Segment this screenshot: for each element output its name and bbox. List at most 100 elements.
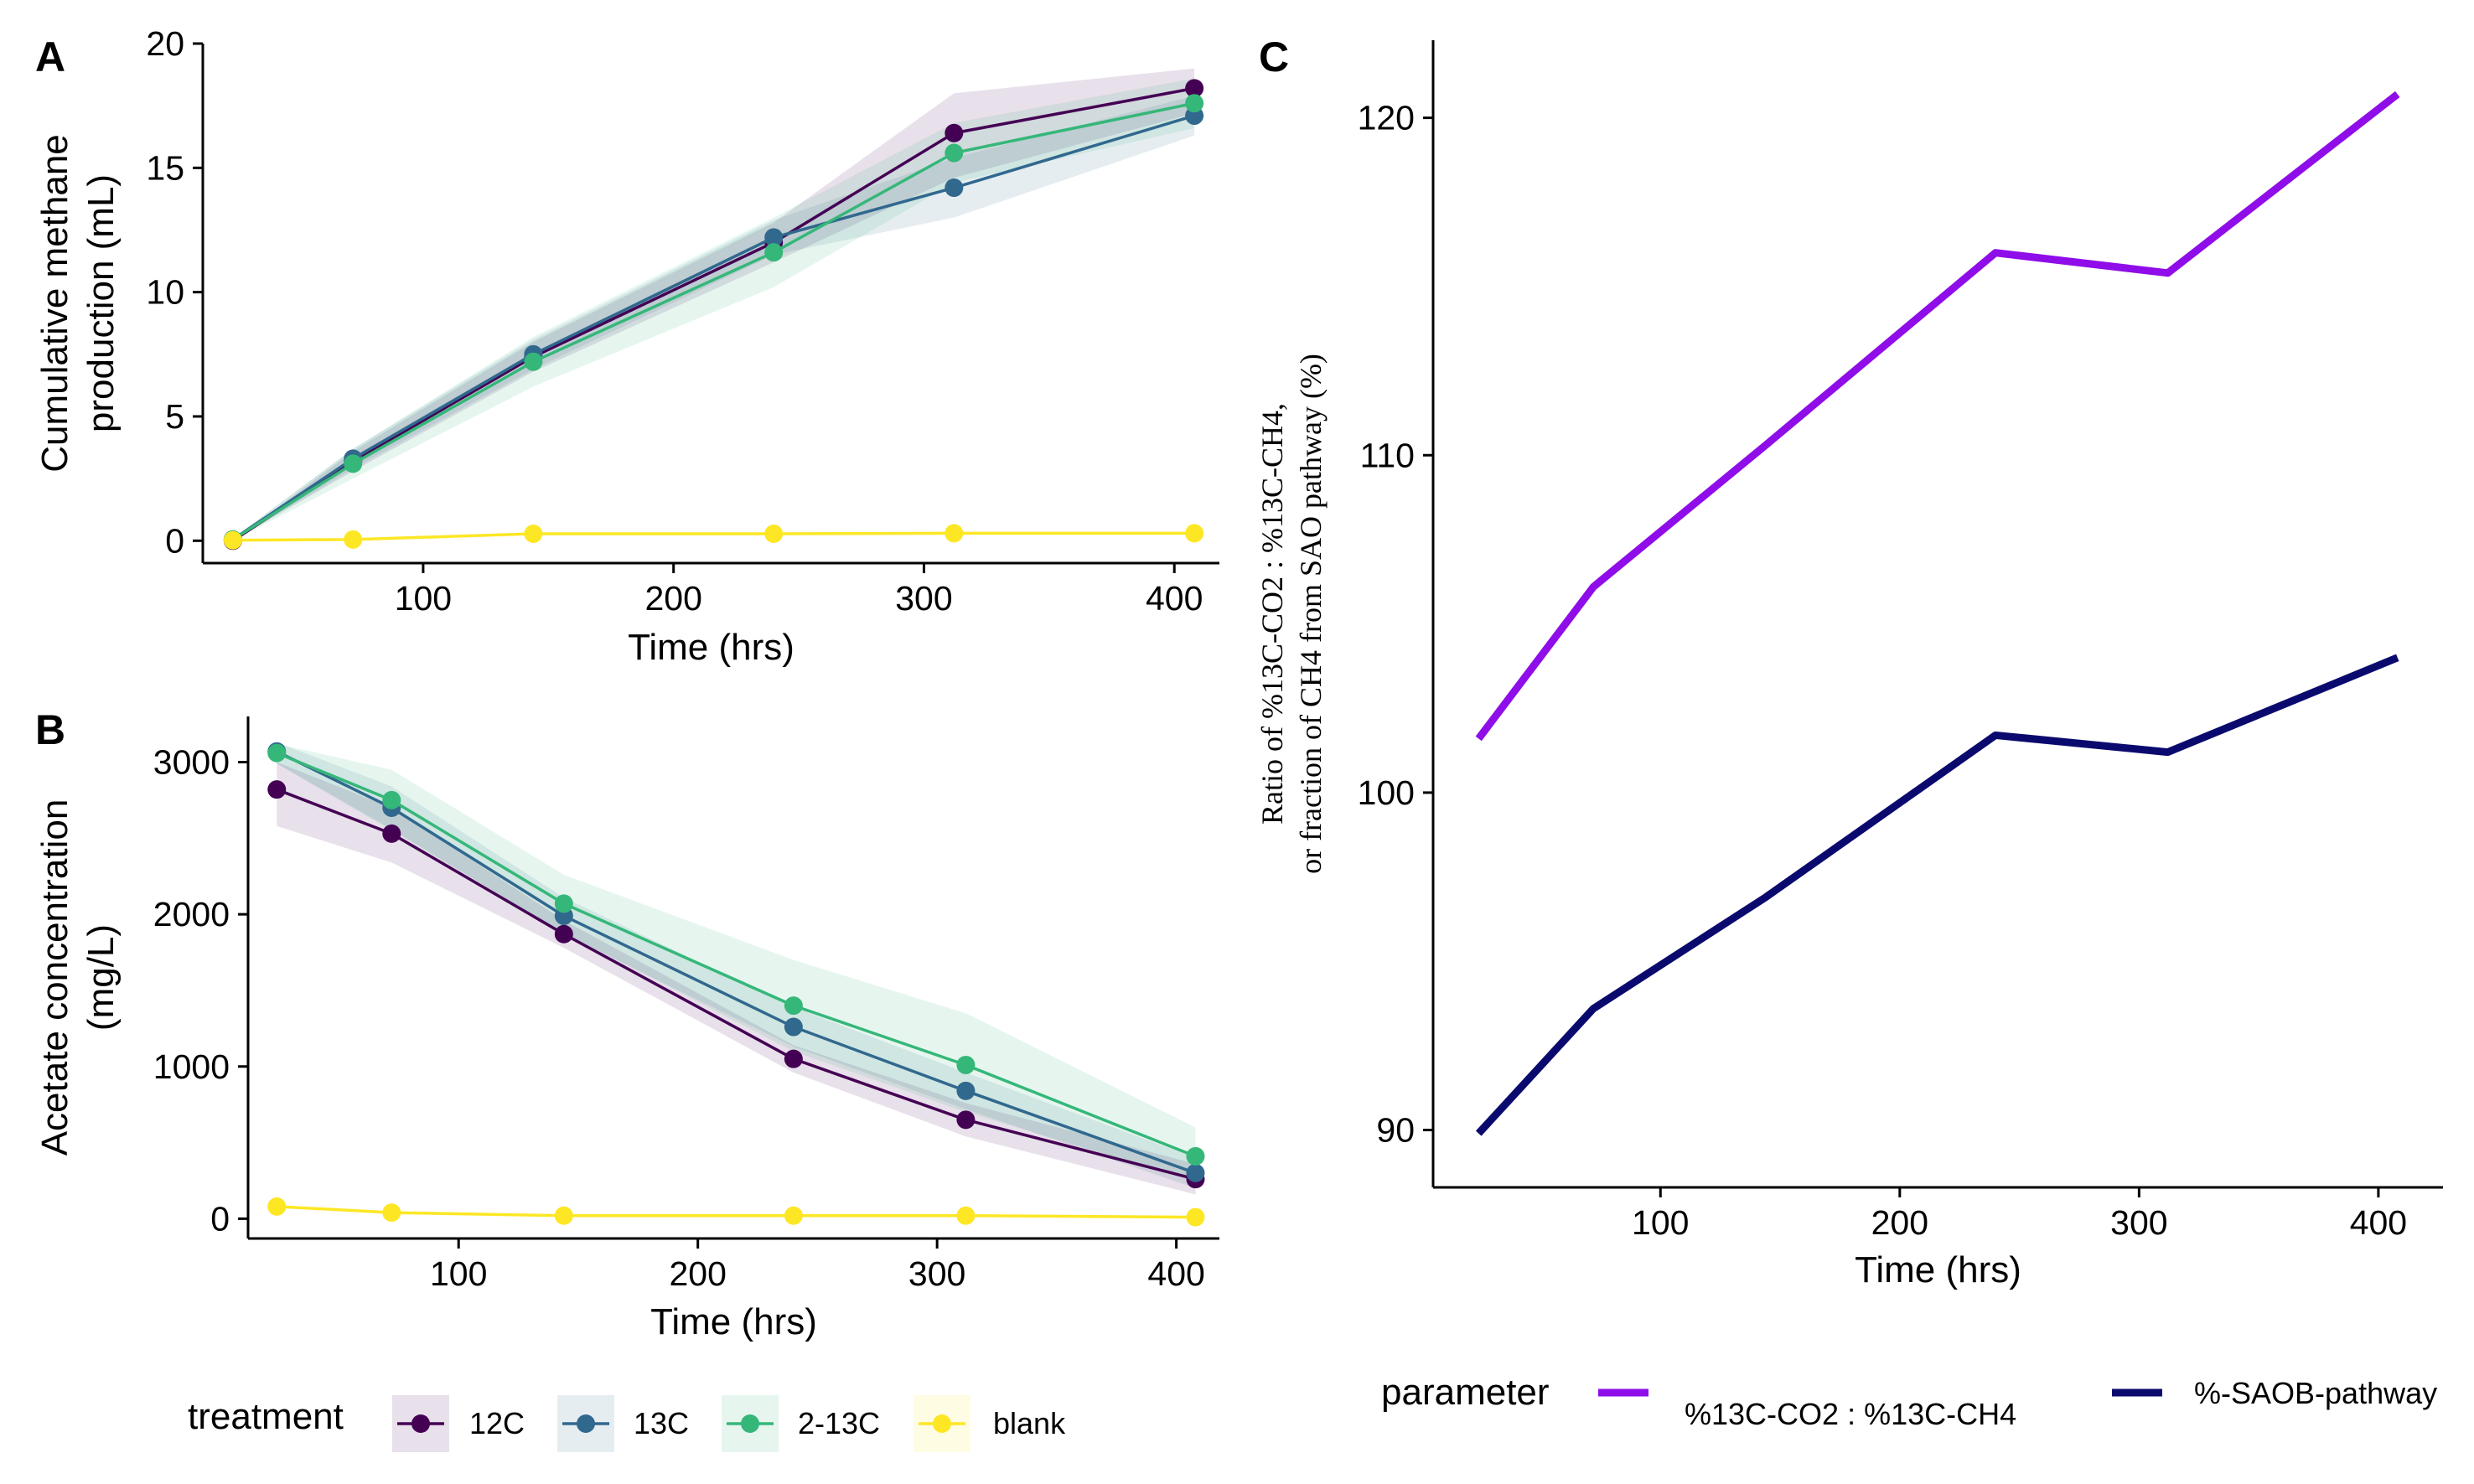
legend-parameter: parameter %13C-CO2 : %13C-CH4 %-SAOB-pat… bbox=[1381, 1372, 2437, 1431]
panel-a-series-line-blank bbox=[232, 531, 1195, 542]
legend-treatment: treatment 12C 13C 2-13C blank bbox=[188, 1395, 1066, 1452]
panel-a-y-tick-label: 0 bbox=[165, 521, 184, 560]
panel-a-x-tick-label: 300 bbox=[895, 579, 952, 618]
panel-c-ratio-chart: 100 200 300 400 90 100 110 120 Time (hrs) Ratio o… bbox=[1255, 40, 2443, 1290]
panel-b-data-point-2-13c bbox=[554, 894, 573, 913]
panel-a-data-point-2-13c bbox=[344, 454, 363, 473]
panel-a-data-point-13c bbox=[764, 228, 784, 247]
panel-b-data-point-12c bbox=[554, 924, 573, 944]
panel-b-y-tick-label: 1000 bbox=[153, 1047, 230, 1086]
panel-a-x-tick-label: 200 bbox=[644, 579, 701, 618]
panel-b-y-tick-label: 2000 bbox=[153, 895, 230, 933]
panel-b-y-tick-label: 0 bbox=[210, 1199, 230, 1238]
panel-b-data-point-13c bbox=[1186, 1163, 1205, 1182]
panel-b-data-point-blank bbox=[382, 1203, 401, 1223]
panel-a-series-line-12c bbox=[231, 86, 1195, 542]
panel-c-y-tick-label: 90 bbox=[1376, 1111, 1415, 1150]
panel-b-ribbon-2-13c bbox=[277, 743, 1196, 1181]
panel-b-y-axis-title-line: Acetate concentration bbox=[34, 799, 75, 1156]
legend-key-point-blank bbox=[933, 1414, 951, 1433]
panel-b-data-point-2-13c bbox=[784, 996, 803, 1016]
panel-b-acetate-chart: 100 200 300 400 0 1000 2000 3000 Time (hrs) Aceta… bbox=[34, 716, 1219, 1342]
panel-a-y-axis-title-line: production (mL) bbox=[80, 174, 122, 432]
panel-b-data-point-12c bbox=[956, 1110, 976, 1130]
panel-b-data-point-2-13c bbox=[382, 790, 401, 809]
panel-c-x-tick-label: 100 bbox=[1632, 1203, 1689, 1242]
panel-a-data-point-blank bbox=[223, 530, 242, 550]
panel-a-data-point-blank bbox=[945, 524, 964, 543]
panel-b-series-line-12c bbox=[276, 788, 1196, 1181]
panel-c-series-line-13c-co2-13c-ch4 bbox=[1475, 90, 2400, 742]
panel-a-series-line-13c bbox=[231, 114, 1195, 541]
panel-a-methane-chart: 100 200 300 400 0 5 10 15 20 Time (hrs) Cumulative… bbox=[34, 24, 1219, 668]
panel-a-y-tick-label: 15 bbox=[146, 148, 184, 187]
panel-b-data-point-12c bbox=[382, 824, 401, 843]
panel-b-data-point-blank bbox=[1186, 1207, 1205, 1227]
panel-c-x-tick-label: 300 bbox=[2110, 1203, 2167, 1242]
legend-key-point-13c bbox=[577, 1414, 595, 1433]
panel-a-data-point-2-13c bbox=[945, 143, 964, 163]
legend-key-point-12c bbox=[411, 1414, 430, 1433]
panel-a-data-point-13c bbox=[945, 178, 964, 198]
panel-b-data-point-blank bbox=[784, 1206, 803, 1225]
legend-label-12c: 12C bbox=[469, 1406, 525, 1440]
panel-a-x-tick-label: 100 bbox=[395, 579, 452, 618]
panel-a-ribbon-2-13c bbox=[232, 78, 1195, 541]
panel-a-data-point-blank bbox=[764, 524, 784, 543]
panel-b-x-tick-label: 100 bbox=[430, 1254, 487, 1293]
panel-a-data-point-2-13c bbox=[1185, 94, 1204, 113]
panel-c-x-axis-title: Time (hrs) bbox=[1855, 1249, 2021, 1290]
panel-a-series-line-2-13c bbox=[231, 101, 1195, 541]
panel-a-y-tick-label: 10 bbox=[146, 273, 184, 312]
panel-b-data-point-blank bbox=[267, 1197, 287, 1216]
panel-c-x-tick-label: 400 bbox=[2350, 1203, 2407, 1242]
panel-b-series-line-13c bbox=[276, 750, 1197, 1175]
panel-b-data-point-blank bbox=[554, 1206, 573, 1225]
panel-a-data-point-12c bbox=[945, 123, 964, 142]
panel-b-x-axis-title: Time (hrs) bbox=[650, 1301, 817, 1342]
legend-label-blank: blank bbox=[993, 1406, 1066, 1440]
panel-c-y-tick-label: 120 bbox=[1358, 99, 1415, 137]
panel-a-y-tick-label: 20 bbox=[146, 24, 184, 63]
panel-b-y-axis-title-line: (mg/L) bbox=[80, 924, 122, 1031]
panel-a-data-point-2-13c bbox=[524, 352, 543, 371]
panel-letter-a: A bbox=[35, 34, 65, 80]
panel-c-series-line-saob-pathway bbox=[1475, 654, 2399, 1136]
panel-a-data-point-blank bbox=[524, 524, 543, 543]
panel-a-y-axis-title-line: Cumulative methane bbox=[34, 134, 75, 473]
panel-b-series-line-blank bbox=[277, 1205, 1196, 1219]
panel-c-y-axis-title-line: Ratio of %13C-CO2 : %13C-CH4, bbox=[1255, 403, 1289, 825]
panel-c-x-tick-label: 200 bbox=[1871, 1203, 1928, 1242]
panel-a-data-point-2-13c bbox=[764, 243, 784, 262]
legend-label-saob: %-SAOB-pathway bbox=[2194, 1376, 2437, 1410]
panel-b-data-point-2-13c bbox=[267, 743, 287, 763]
panel-b-data-point-13c bbox=[784, 1017, 803, 1037]
panel-letter-c: C bbox=[1259, 34, 1289, 80]
legend-parameter-title: parameter bbox=[1381, 1372, 1550, 1413]
panel-c-y-axis-title-line: or fraction of CH4 from SAO pathway (%) bbox=[1294, 354, 1328, 874]
panel-a-data-point-blank bbox=[1185, 524, 1204, 543]
legend-treatment-title: treatment bbox=[188, 1396, 344, 1437]
panel-a-ribbon-13c bbox=[232, 96, 1195, 541]
panel-b-data-point-13c bbox=[956, 1081, 976, 1100]
panel-b-data-point-12c bbox=[267, 780, 287, 799]
panel-a-x-axis-title: Time (hrs) bbox=[628, 627, 794, 668]
panel-c-y-tick-label: 110 bbox=[1360, 436, 1415, 474]
panel-b-data-point-blank bbox=[956, 1206, 976, 1225]
panel-a-ribbon-12c bbox=[232, 68, 1195, 541]
panel-a-y-tick-label: 5 bbox=[165, 397, 184, 436]
panel-b-y-tick-label: 3000 bbox=[153, 742, 230, 781]
panel-b-x-tick-label: 200 bbox=[669, 1254, 726, 1293]
panel-a-data-point-blank bbox=[344, 530, 363, 549]
panel-b-series-line-2-13c bbox=[276, 751, 1197, 1158]
panel-c-y-tick-label: 100 bbox=[1358, 773, 1415, 812]
panel-b-data-point-2-13c bbox=[1186, 1146, 1205, 1166]
panel-b-ribbon-12c bbox=[277, 762, 1196, 1195]
panel-b-x-tick-label: 300 bbox=[908, 1254, 965, 1293]
panel-a-data-point-12c bbox=[1185, 79, 1204, 98]
panel-b-data-point-12c bbox=[784, 1049, 803, 1068]
legend-label-13c: 13C bbox=[634, 1406, 689, 1440]
panel-b-ribbon-13c bbox=[277, 742, 1196, 1189]
panel-b-x-tick-label: 400 bbox=[1147, 1254, 1204, 1293]
